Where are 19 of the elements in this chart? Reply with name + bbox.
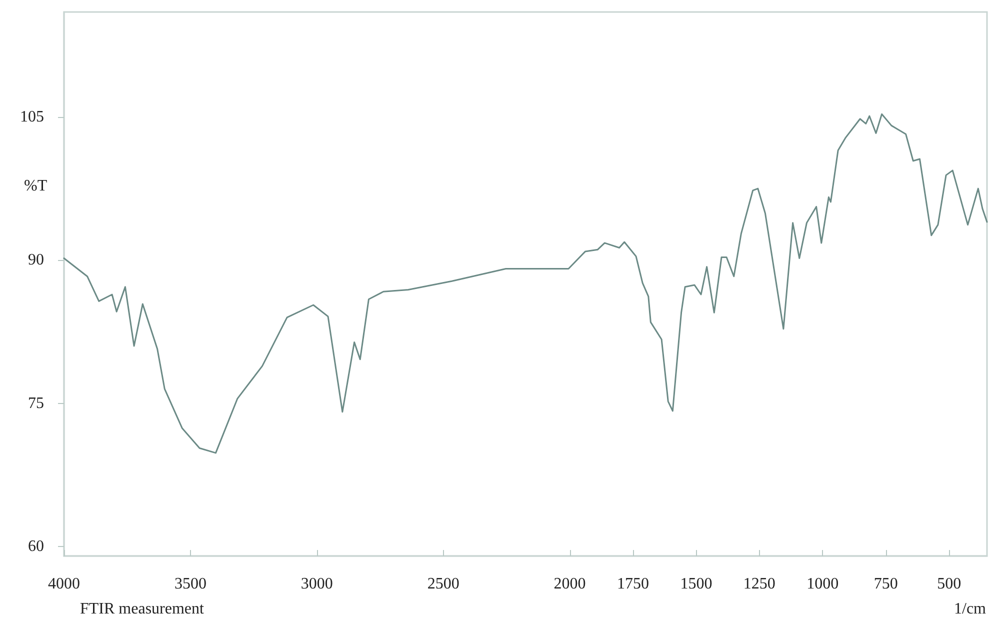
x-tick-label: 3000 (300, 576, 333, 592)
x-tick-label: 500 (937, 576, 962, 592)
x-tick-label: 3500 (174, 576, 206, 592)
x-axis-title: 1/cm (954, 600, 987, 618)
text: FTIR measurement (80, 600, 205, 618)
x-tick-label: 1750 (616, 576, 649, 592)
y-tick-label: 105 (20, 108, 44, 126)
y-tick-label: 60 (28, 538, 44, 555)
x-tick-label: 750 (874, 576, 898, 592)
x-tick-label: 1250 (743, 576, 776, 592)
x-tick-label: 1500 (680, 576, 712, 592)
x-tick-label: 4000 (48, 576, 80, 592)
y-tick-label: 90 (28, 252, 44, 269)
y-tick-label: 75 (28, 394, 44, 412)
line-series (63, 113, 988, 454)
x-tick-label: 2500 (427, 576, 460, 592)
x-tick-label: 2000 (554, 576, 586, 592)
x-tick-label: 1000 (806, 576, 839, 592)
y-axis-title: %T (24, 178, 48, 194)
